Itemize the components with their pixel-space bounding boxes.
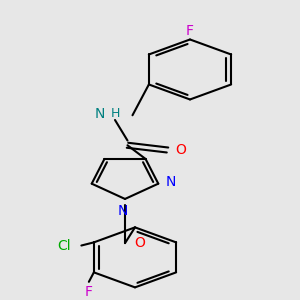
Text: N: N [166, 175, 176, 189]
Text: N: N [95, 107, 105, 121]
Text: H: H [110, 107, 120, 120]
Text: O: O [175, 143, 186, 157]
Text: N: N [117, 204, 128, 218]
Text: O: O [134, 236, 145, 250]
Text: F: F [186, 24, 194, 38]
Text: F: F [85, 285, 93, 299]
Text: Cl: Cl [58, 238, 71, 253]
